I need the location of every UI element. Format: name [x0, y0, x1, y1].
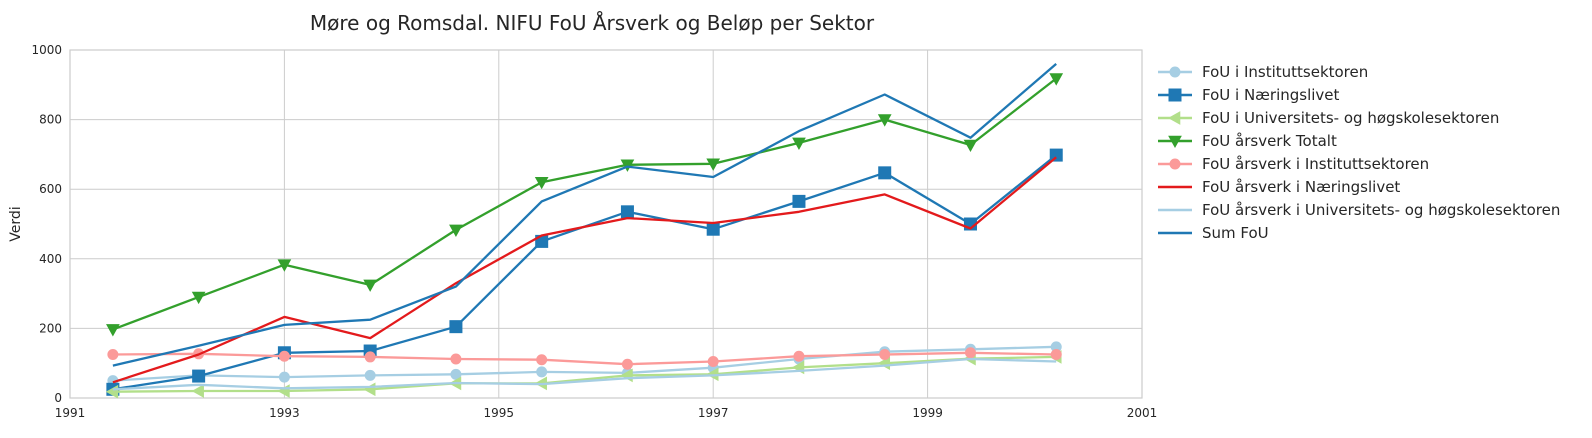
series	[112, 156, 1057, 384]
x-tick-label: 1999	[912, 406, 943, 420]
series-line	[112, 63, 1057, 367]
chart-title: Møre og Romsdal. NIFU FoU Årsverk og Bel…	[310, 11, 875, 35]
y-tick-label: 0	[54, 391, 62, 405]
y-tick-label: 800	[39, 113, 62, 127]
series	[105, 350, 1062, 399]
data-point	[793, 350, 805, 362]
legend-item: FoU i Instituttsektoren	[1158, 63, 1368, 81]
grid-lines	[69, 49, 1143, 399]
legend-label: FoU årsverk i Næringslivet	[1202, 178, 1400, 196]
plot-frame	[69, 49, 1143, 399]
data-point	[620, 205, 634, 219]
data-point	[878, 166, 892, 180]
data-point	[363, 382, 376, 397]
y-tick-label: 1000	[31, 43, 62, 57]
series-line	[112, 351, 1057, 366]
y-tick-label: 200	[39, 321, 62, 335]
data-point	[106, 324, 120, 337]
series-line	[112, 345, 1057, 382]
data-point	[879, 349, 891, 360]
data-point	[706, 158, 721, 171]
legend-item: FoU i Universitets- og høgskolesektoren	[1158, 109, 1499, 127]
data-point	[192, 369, 206, 383]
data-point	[277, 384, 290, 398]
legend-label: FoU i Næringslivet	[1202, 86, 1340, 104]
data-point	[534, 176, 549, 190]
data-point	[1169, 66, 1181, 78]
legend-item: Sum FoU	[1158, 224, 1269, 242]
data-point	[450, 368, 462, 380]
data-point	[1049, 73, 1064, 86]
y-tick-label: 400	[39, 252, 62, 266]
data-point	[1169, 158, 1181, 170]
series	[107, 347, 1062, 370]
data-point	[1049, 148, 1063, 162]
data-point	[1168, 88, 1182, 102]
data-point	[449, 320, 463, 334]
data-point	[278, 350, 290, 362]
data-point	[964, 347, 976, 359]
legend-label: FoU årsverk i Universitets- og høgskoles…	[1202, 201, 1560, 219]
data-point	[1167, 111, 1181, 125]
legend-item: FoU årsverk i Næringslivet	[1158, 178, 1400, 196]
x-tick-label: 1995	[484, 406, 515, 420]
data-point	[191, 291, 206, 305]
x-tick-label: 1993	[269, 406, 300, 420]
series-line	[112, 156, 1057, 384]
data-point	[364, 351, 376, 363]
legend-item: FoU i Næringslivet	[1158, 86, 1340, 104]
legend-label: FoU årsverk Totalt	[1202, 132, 1337, 150]
series-line	[112, 355, 1057, 393]
data-point	[278, 371, 290, 383]
data-point	[536, 366, 548, 378]
data-point	[621, 358, 633, 370]
y-tick-label: 600	[39, 182, 62, 196]
data-point	[191, 384, 204, 398]
legend-label: Sum FoU	[1202, 224, 1269, 242]
data-point	[706, 222, 720, 236]
legend: FoU i Instituttsektoren FoU i Næringslive…	[1158, 63, 1560, 242]
y-axis-label: Verdi	[8, 206, 24, 241]
legend-item: FoU årsverk i Instituttsektoren	[1158, 155, 1429, 173]
x-tick-label: 1991	[55, 406, 86, 420]
series	[106, 73, 1064, 337]
data-point	[364, 369, 376, 381]
data-point	[277, 259, 292, 272]
data-point	[963, 139, 978, 153]
data-point	[1050, 349, 1062, 360]
data-point	[536, 354, 548, 366]
data-point	[450, 353, 462, 365]
series-line	[112, 357, 1057, 391]
legend-item: FoU årsverk Totalt	[1158, 132, 1337, 150]
legend-label: FoU i Universitets- og høgskolesektoren	[1202, 109, 1499, 127]
data-point	[792, 194, 806, 208]
data-point	[363, 279, 378, 292]
data-point	[1168, 135, 1182, 149]
data-point	[107, 349, 119, 360]
series	[112, 357, 1057, 391]
data-point	[449, 224, 463, 237]
series-layer	[105, 63, 1064, 399]
x-tick-label: 2001	[1127, 406, 1158, 420]
series	[106, 148, 1063, 396]
axes: 1991 1993 1995 1997 1999 2001 0 200 400 600 800 100…	[31, 43, 1157, 420]
data-point	[620, 159, 635, 172]
series	[112, 63, 1057, 367]
x-tick-label: 1997	[698, 406, 729, 420]
legend-label: FoU årsverk i Instituttsektoren	[1202, 155, 1429, 173]
data-point	[877, 114, 892, 127]
legend-item: FoU årsverk i Universitets- og høgskoles…	[1158, 201, 1560, 219]
data-point	[792, 137, 806, 150]
data-point	[707, 355, 719, 367]
legend-label: FoU i Instituttsektoren	[1202, 63, 1368, 81]
series-line	[112, 77, 1057, 331]
